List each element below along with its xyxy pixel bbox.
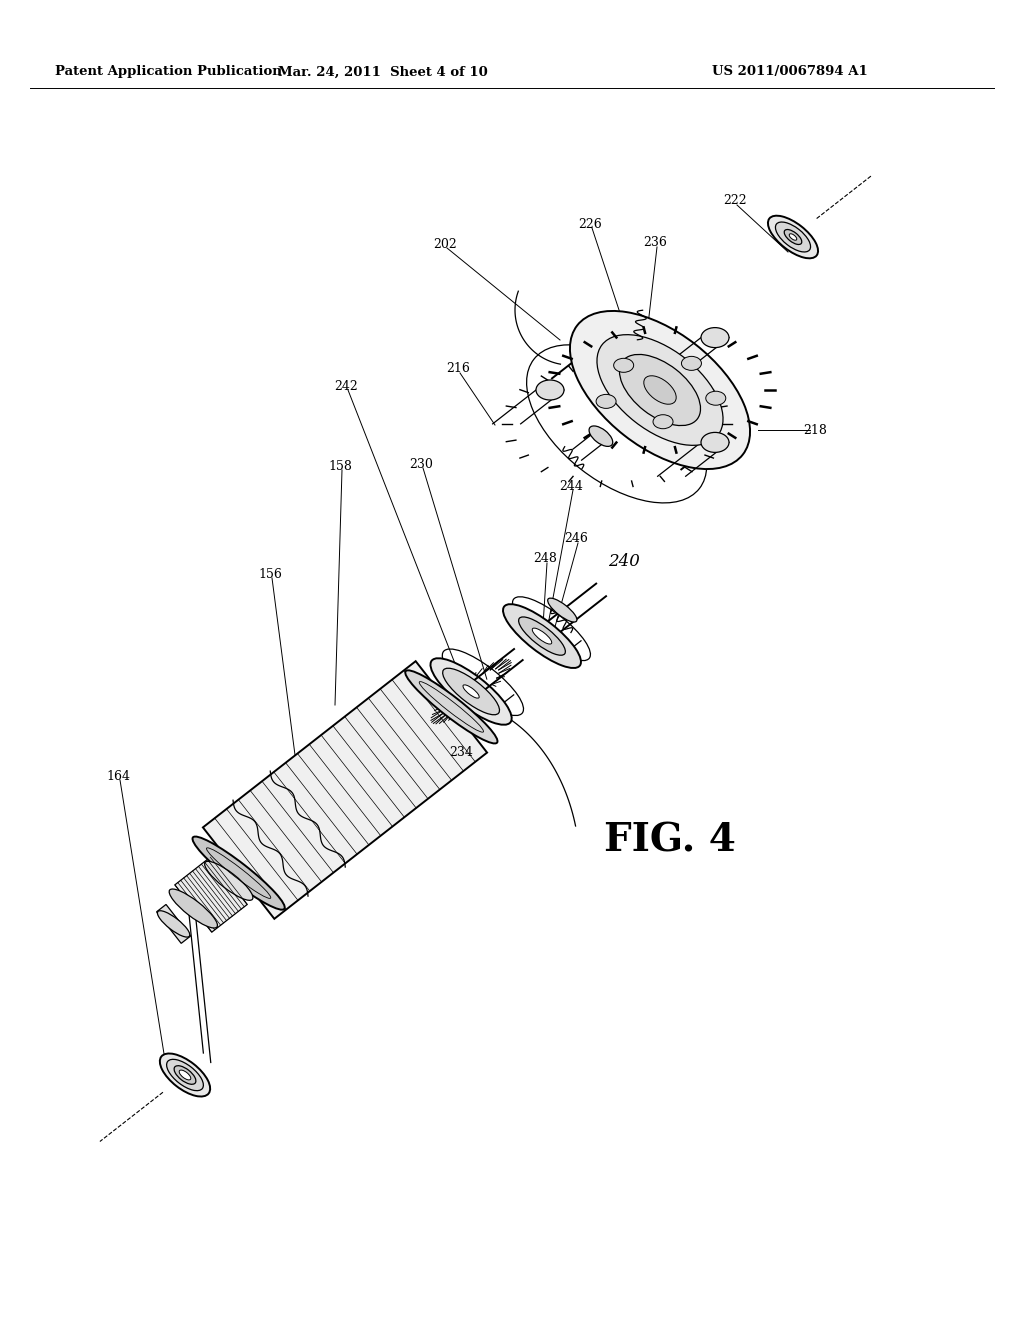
Polygon shape — [175, 857, 247, 932]
Text: 246: 246 — [564, 532, 588, 545]
Text: 234: 234 — [450, 746, 473, 759]
Polygon shape — [203, 661, 487, 919]
Ellipse shape — [442, 668, 500, 714]
Text: 240: 240 — [608, 553, 640, 569]
Ellipse shape — [706, 391, 726, 405]
Ellipse shape — [653, 414, 673, 429]
Text: 202: 202 — [433, 238, 457, 251]
Ellipse shape — [430, 659, 512, 725]
Ellipse shape — [167, 1060, 204, 1090]
Text: 244: 244 — [559, 479, 583, 492]
Text: US 2011/0067894 A1: US 2011/0067894 A1 — [712, 66, 868, 78]
Text: Patent Application Publication: Patent Application Publication — [55, 66, 282, 78]
Text: 218: 218 — [803, 424, 827, 437]
Ellipse shape — [463, 685, 479, 698]
Text: 222: 222 — [723, 194, 746, 207]
Text: 158: 158 — [328, 459, 352, 473]
Ellipse shape — [775, 222, 811, 252]
Polygon shape — [157, 904, 190, 944]
Ellipse shape — [179, 1071, 190, 1080]
Ellipse shape — [644, 376, 676, 404]
Ellipse shape — [681, 356, 701, 371]
Text: 248: 248 — [534, 553, 557, 565]
Text: FIG. 4: FIG. 4 — [604, 821, 736, 859]
Ellipse shape — [193, 837, 285, 909]
Ellipse shape — [620, 355, 700, 425]
Ellipse shape — [790, 234, 797, 240]
Ellipse shape — [536, 380, 564, 400]
Ellipse shape — [174, 1065, 196, 1084]
Ellipse shape — [570, 312, 750, 469]
Text: Mar. 24, 2011  Sheet 4 of 10: Mar. 24, 2011 Sheet 4 of 10 — [279, 66, 487, 78]
Ellipse shape — [205, 861, 253, 900]
Ellipse shape — [701, 433, 729, 453]
Text: 236: 236 — [643, 236, 667, 249]
Text: 230: 230 — [409, 458, 433, 470]
Ellipse shape — [160, 1053, 210, 1097]
Ellipse shape — [532, 628, 552, 644]
Ellipse shape — [169, 888, 217, 928]
Text: 216: 216 — [446, 363, 470, 375]
Ellipse shape — [701, 327, 729, 347]
Ellipse shape — [518, 616, 565, 655]
Ellipse shape — [784, 230, 802, 244]
Ellipse shape — [406, 671, 498, 743]
Ellipse shape — [158, 911, 189, 937]
Ellipse shape — [596, 395, 616, 408]
Ellipse shape — [768, 215, 818, 259]
Ellipse shape — [503, 605, 581, 668]
Text: 242: 242 — [334, 380, 357, 392]
Ellipse shape — [613, 358, 634, 372]
Ellipse shape — [548, 598, 577, 622]
Text: 156: 156 — [258, 568, 282, 581]
Text: 164: 164 — [106, 770, 130, 783]
Ellipse shape — [597, 335, 723, 445]
Ellipse shape — [589, 426, 612, 446]
Text: 226: 226 — [579, 218, 602, 231]
